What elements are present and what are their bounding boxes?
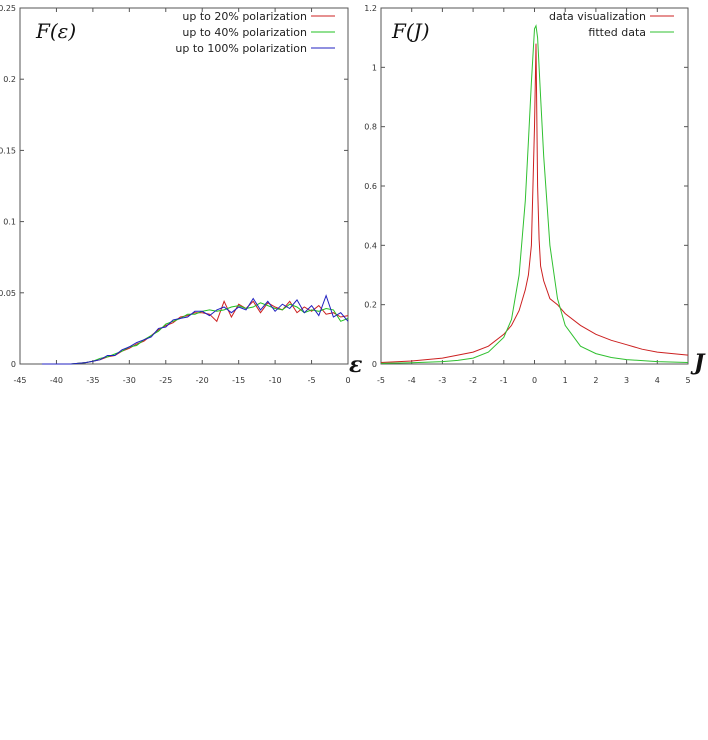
y-tick-label: 1 <box>372 63 377 72</box>
y-tick-label: 0.8 <box>364 123 377 132</box>
legend-label: up to 20% polarization <box>182 10 307 23</box>
plot-frame <box>19 7 349 365</box>
x-tick-label: -45 <box>13 376 26 385</box>
y-tick-label: 0.2 <box>364 301 377 310</box>
x-tick-label: 3 <box>624 376 629 385</box>
chart-panel-1: 0 0.05 0.1 0.15 0.2 0.25 -45 -40 -35 -30 -25 -20 -15… <box>0 4 362 385</box>
x-tick-label: 5 <box>685 376 690 385</box>
series-line-2 <box>41 302 349 365</box>
x-tick-label: 0 <box>532 376 537 385</box>
x-tick-label: -1 <box>500 376 508 385</box>
x-tick-label: -25 <box>159 376 172 385</box>
y-tick-label: 0.4 <box>364 241 377 250</box>
chart-title: F(ε) <box>35 19 76 43</box>
y-tick-label: 0 <box>11 360 16 369</box>
x-axis-label: J <box>690 350 706 376</box>
x-tick-label: -15 <box>232 376 245 385</box>
y-tick-label: 0.2 <box>3 75 16 84</box>
x-tick-label: -5 <box>308 376 316 385</box>
plot-frame <box>380 7 689 365</box>
x-tick-label: 2 <box>593 376 598 385</box>
legend-label: data visualization <box>549 10 646 23</box>
x-tick-label: 1 <box>563 376 568 385</box>
x-tick-label: -4 <box>408 376 416 385</box>
y-tick-label: 0.05 <box>0 289 16 298</box>
x-tick-label: -20 <box>196 376 209 385</box>
x-tick-label: -10 <box>269 376 282 385</box>
y-tick-label: 1.2 <box>364 4 377 13</box>
y-tick-label: 0.15 <box>0 146 16 155</box>
x-tick-label: -2 <box>469 376 477 385</box>
x-tick-label: -40 <box>50 376 63 385</box>
x-tick-label: -3 <box>438 376 446 385</box>
y-tick-label: 0.6 <box>364 182 377 191</box>
chart-title: F(J) <box>391 19 430 43</box>
legend-label: fitted data <box>588 26 646 39</box>
x-tick-label: -30 <box>123 376 136 385</box>
chart-panel-2: 0 0.2 0.4 0.6 0.8 1 1.2 -5 -4 -3 -2 -1 0 1 2 3 4 5 F(J) Jda… <box>364 4 706 385</box>
legend-label: up to 40% polarization <box>182 26 307 39</box>
x-tick-label: 4 <box>655 376 660 385</box>
x-tick-label: -35 <box>86 376 99 385</box>
legend-label: up to 100% polarization <box>175 42 307 55</box>
series-line-3 <box>41 294 349 365</box>
y-tick-label: 0 <box>372 360 377 369</box>
y-tick-label: 0.25 <box>0 4 16 13</box>
x-axis-label: ε <box>349 352 362 378</box>
series-line-2 <box>380 24 689 364</box>
x-tick-label: 0 <box>345 376 350 385</box>
x-tick-label: -5 <box>377 376 385 385</box>
y-tick-label: 0.1 <box>3 218 16 227</box>
series-line-1 <box>380 43 689 363</box>
